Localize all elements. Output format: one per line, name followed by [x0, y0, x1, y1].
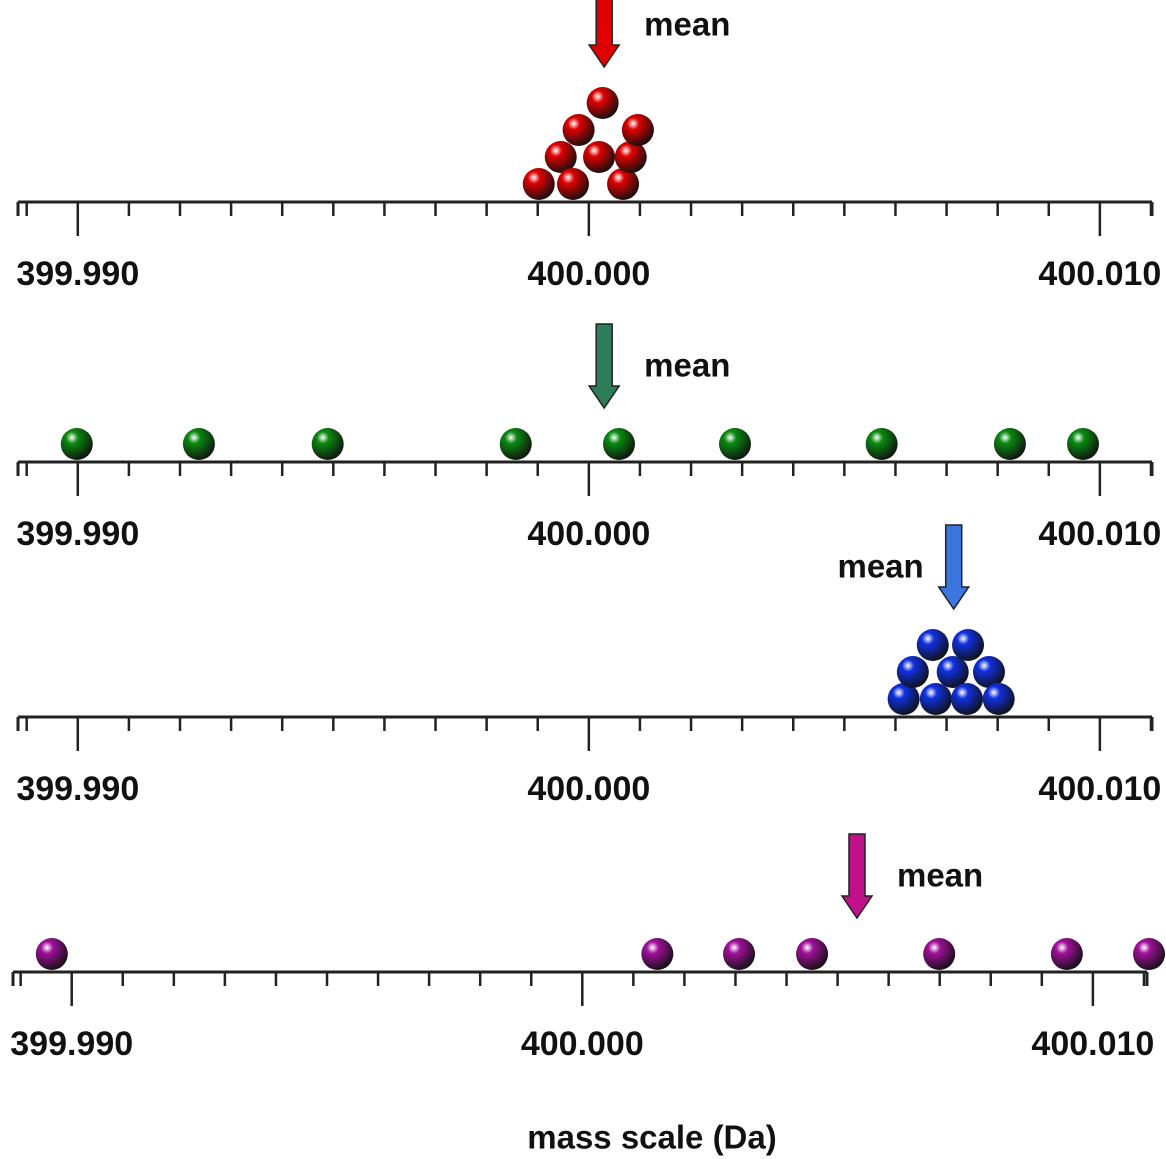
data-ball	[1133, 938, 1165, 970]
data-ball	[983, 683, 1015, 715]
x-tick-label: 400.010	[1038, 770, 1161, 808]
x-tick-label: 400.010	[1031, 1025, 1154, 1063]
x-tick-label: 400.000	[521, 1025, 644, 1063]
data-ball	[796, 938, 828, 970]
data-ball	[723, 938, 755, 970]
x-tick-label: 399.990	[10, 1025, 133, 1063]
data-ball	[36, 938, 68, 970]
data-ball	[866, 428, 898, 460]
data-ball	[897, 656, 929, 688]
data-ball	[615, 141, 647, 173]
data-ball	[563, 114, 595, 146]
x-axis-title: mass scale (Da)	[527, 1119, 776, 1156]
data-ball	[500, 428, 532, 460]
mean-arrow	[589, 324, 619, 408]
data-ball	[1051, 938, 1083, 970]
x-tick-label: 399.990	[16, 255, 139, 293]
x-tick-label: 399.990	[16, 515, 139, 553]
page: {"chart_data": [ {"type": "dot", "color"…	[0, 0, 1166, 1159]
chart: 399.990 400.000 400.010 mean 399.990 400.000 4…	[0, 0, 1166, 1159]
data-ball	[557, 168, 589, 200]
data-ball	[641, 938, 673, 970]
data-ball	[607, 168, 639, 200]
data-ball	[917, 629, 949, 661]
mean-arrow	[939, 525, 969, 609]
mean-label: mean	[644, 6, 730, 43]
data-ball	[183, 428, 215, 460]
data-ball	[622, 114, 654, 146]
x-tick-label: 400.010	[1038, 255, 1161, 293]
data-ball	[920, 683, 952, 715]
data-ball	[1067, 428, 1099, 460]
data-ball	[719, 428, 751, 460]
data-ball	[937, 656, 969, 688]
data-ball	[951, 683, 983, 715]
data-ball	[923, 938, 955, 970]
x-tick-label: 400.010	[1038, 515, 1161, 553]
mean-label: mean	[897, 857, 983, 894]
x-tick-label: 400.000	[527, 770, 650, 808]
mean-arrow	[589, 0, 619, 67]
mean-label: mean	[837, 548, 923, 585]
data-ball	[587, 87, 619, 119]
x-tick-label: 400.000	[527, 515, 650, 553]
data-ball	[603, 428, 635, 460]
data-ball	[61, 428, 93, 460]
x-tick-label: 400.000	[527, 255, 650, 293]
data-ball	[952, 629, 984, 661]
data-ball	[994, 428, 1026, 460]
data-ball	[312, 428, 344, 460]
mean-arrow	[842, 834, 872, 918]
data-ball	[583, 141, 615, 173]
data-ball	[523, 168, 555, 200]
mean-label: mean	[644, 347, 730, 384]
x-tick-label: 399.990	[16, 770, 139, 808]
